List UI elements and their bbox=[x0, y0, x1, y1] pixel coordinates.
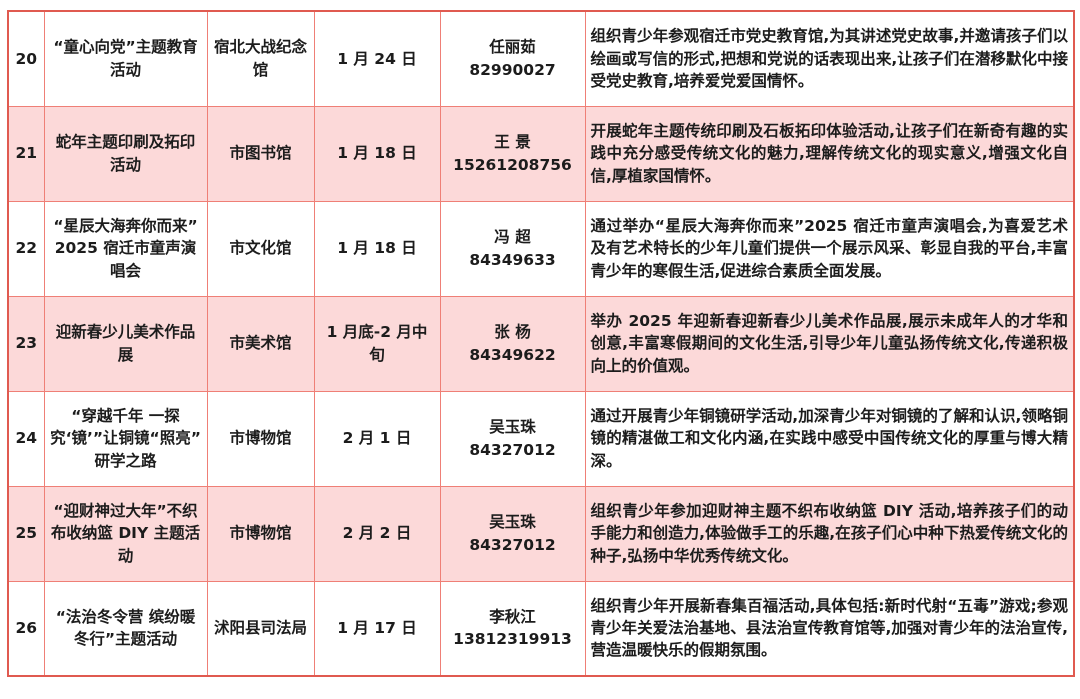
activity-date: 1 月 17 日 bbox=[313, 580, 441, 677]
activity-contact: 冯 超 84349633 bbox=[439, 200, 586, 297]
activity-description: 组织青少年开展新春集百福活动,具体包括:新时代射“五毒”游戏;参观青少年关爱法治… bbox=[584, 580, 1075, 677]
activity-date: 2 月 2 日 bbox=[313, 485, 441, 582]
row-number: 25 bbox=[7, 485, 45, 582]
table-row: 22 “星辰大海奔你而来”2025 宿迁市童声演唱会 市文化馆 1 月 18 日… bbox=[7, 200, 1075, 297]
activity-name: 迎新春少儿美术作品展 bbox=[43, 295, 208, 392]
activity-name: “法治冬令营 缤纷暖冬行”主题活动 bbox=[43, 580, 208, 677]
activity-venue: 市博物馆 bbox=[206, 485, 315, 582]
contact-phone: 84349622 bbox=[469, 345, 556, 364]
activity-name: “迎财神过大年”不织布收纳篮 DIY 主题活动 bbox=[43, 485, 208, 582]
activity-venue: 沭阳县司法局 bbox=[206, 580, 315, 677]
table-row: 24 “穿越千年 一探究‘镜’”让铜镜“照亮”研学之路 市博物馆 2 月 1 日… bbox=[7, 390, 1075, 487]
contact-phone: 84349633 bbox=[469, 250, 556, 269]
contact-name: 王 景 bbox=[494, 133, 531, 152]
contact-phone: 15261208756 bbox=[453, 155, 572, 174]
activity-name: “星辰大海奔你而来”2025 宿迁市童声演唱会 bbox=[43, 200, 208, 297]
contact-phone: 84327012 bbox=[469, 535, 556, 554]
contact-name: 吴玉珠 bbox=[489, 418, 536, 437]
row-number: 23 bbox=[7, 295, 45, 392]
activity-description: 举办 2025 年迎新春迎新春少儿美术作品展,展示未成年人的才华和创意,丰富寒假… bbox=[584, 295, 1075, 392]
contact-phone: 13812319913 bbox=[453, 630, 572, 649]
activities-table-wrap: 20 “童心向党”主题教育活动 宿北大战纪念馆 1 月 24 日 任丽茹 829… bbox=[7, 10, 1075, 677]
table-row: 23 迎新春少儿美术作品展 市美术馆 1 月底-2 月中旬 张 杨 843496… bbox=[7, 295, 1075, 392]
activity-venue: 市美术馆 bbox=[206, 295, 315, 392]
row-number: 21 bbox=[7, 105, 45, 202]
activity-contact: 王 景 15261208756 bbox=[439, 105, 586, 202]
activity-name: “穿越千年 一探究‘镜’”让铜镜“照亮”研学之路 bbox=[43, 390, 208, 487]
activity-venue: 市图书馆 bbox=[206, 105, 315, 202]
activity-date: 1 月 24 日 bbox=[313, 10, 441, 107]
activity-contact: 任丽茹 82990027 bbox=[439, 10, 586, 107]
row-number: 20 bbox=[7, 10, 45, 107]
table-row: 25 “迎财神过大年”不织布收纳篮 DIY 主题活动 市博物馆 2 月 2 日 … bbox=[7, 485, 1075, 582]
activity-name: 蛇年主题印刷及拓印活动 bbox=[43, 105, 208, 202]
row-number: 26 bbox=[7, 580, 45, 677]
activity-venue: 宿北大战纪念馆 bbox=[206, 10, 315, 107]
contact-phone: 82990027 bbox=[469, 60, 556, 79]
activity-contact: 吴玉珠 84327012 bbox=[439, 485, 586, 582]
activity-contact: 李秋江 13812319913 bbox=[439, 580, 586, 677]
activity-contact: 吴玉珠 84327012 bbox=[439, 390, 586, 487]
table-row: 20 “童心向党”主题教育活动 宿北大战纪念馆 1 月 24 日 任丽茹 829… bbox=[7, 10, 1075, 107]
table-row: 21 蛇年主题印刷及拓印活动 市图书馆 1 月 18 日 王 景 1526120… bbox=[7, 105, 1075, 202]
activity-date: 2 月 1 日 bbox=[313, 390, 441, 487]
activity-description: 组织青少年参观宿迁市党史教育馆,为其讲述党史故事,并邀请孩子们以绘画或写信的形式… bbox=[584, 10, 1075, 107]
activities-table: 20 “童心向党”主题教育活动 宿北大战纪念馆 1 月 24 日 任丽茹 829… bbox=[7, 10, 1075, 677]
activity-description: 通过开展青少年铜镜研学活动,加深青少年对铜镜的了解和认识,领略铜镜的精湛做工和文… bbox=[584, 390, 1075, 487]
row-number: 24 bbox=[7, 390, 45, 487]
activity-name: “童心向党”主题教育活动 bbox=[43, 10, 208, 107]
activity-description: 组织青少年参加迎财神主题不织布收纳篮 DIY 活动,培养孩子们的动手能力和创造力… bbox=[584, 485, 1075, 582]
activity-date: 1 月底-2 月中旬 bbox=[313, 295, 441, 392]
contact-name: 冯 超 bbox=[494, 228, 531, 247]
contact-name: 李秋江 bbox=[489, 607, 536, 626]
activity-description: 通过举办“星辰大海奔你而来”2025 宿迁市童声演唱会,为喜爱艺术及有艺术特长的… bbox=[584, 200, 1075, 297]
contact-name: 张 杨 bbox=[494, 323, 531, 342]
activity-contact: 张 杨 84349622 bbox=[439, 295, 586, 392]
row-number: 22 bbox=[7, 200, 45, 297]
contact-name: 吴玉珠 bbox=[489, 513, 536, 532]
activity-description: 开展蛇年主题传统印刷及石板拓印体验活动,让孩子们在新奇有趣的实践中充分感受传统文… bbox=[584, 105, 1075, 202]
contact-phone: 84327012 bbox=[469, 440, 556, 459]
table-row: 26 “法治冬令营 缤纷暖冬行”主题活动 沭阳县司法局 1 月 17 日 李秋江… bbox=[7, 580, 1075, 677]
activity-venue: 市文化馆 bbox=[206, 200, 315, 297]
activity-date: 1 月 18 日 bbox=[313, 200, 441, 297]
activity-venue: 市博物馆 bbox=[206, 390, 315, 487]
contact-name: 任丽茹 bbox=[489, 38, 536, 57]
activity-date: 1 月 18 日 bbox=[313, 105, 441, 202]
